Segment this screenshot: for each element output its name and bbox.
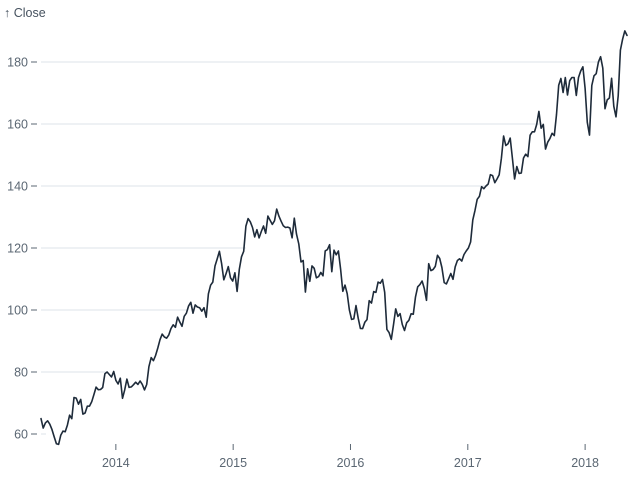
x-axis-ticks: 2014 2015 2016 2017 2018 [102,444,599,470]
y-tick-label: 80 [14,366,28,380]
x-tick-label: 2017 [454,456,482,470]
y-tick-label: 140 [7,180,28,194]
y-axis-ticks: 60 80 100 120 140 160 180 [7,56,37,442]
y-tick-label: 120 [7,242,28,256]
y-tick-label: 160 [7,118,28,132]
x-tick-label: 2016 [337,456,365,470]
y-gridlines [41,61,601,435]
y-tick-label: 60 [14,428,28,442]
x-tick-label: 2018 [571,456,599,470]
y-tick-label: 100 [7,304,28,318]
x-tick-label: 2014 [102,456,130,470]
x-tick-label: 2015 [219,456,247,470]
y-tick-label: 180 [7,56,28,70]
y-axis-label: ↑ Close [4,6,46,20]
close-price-line [40,30,628,446]
